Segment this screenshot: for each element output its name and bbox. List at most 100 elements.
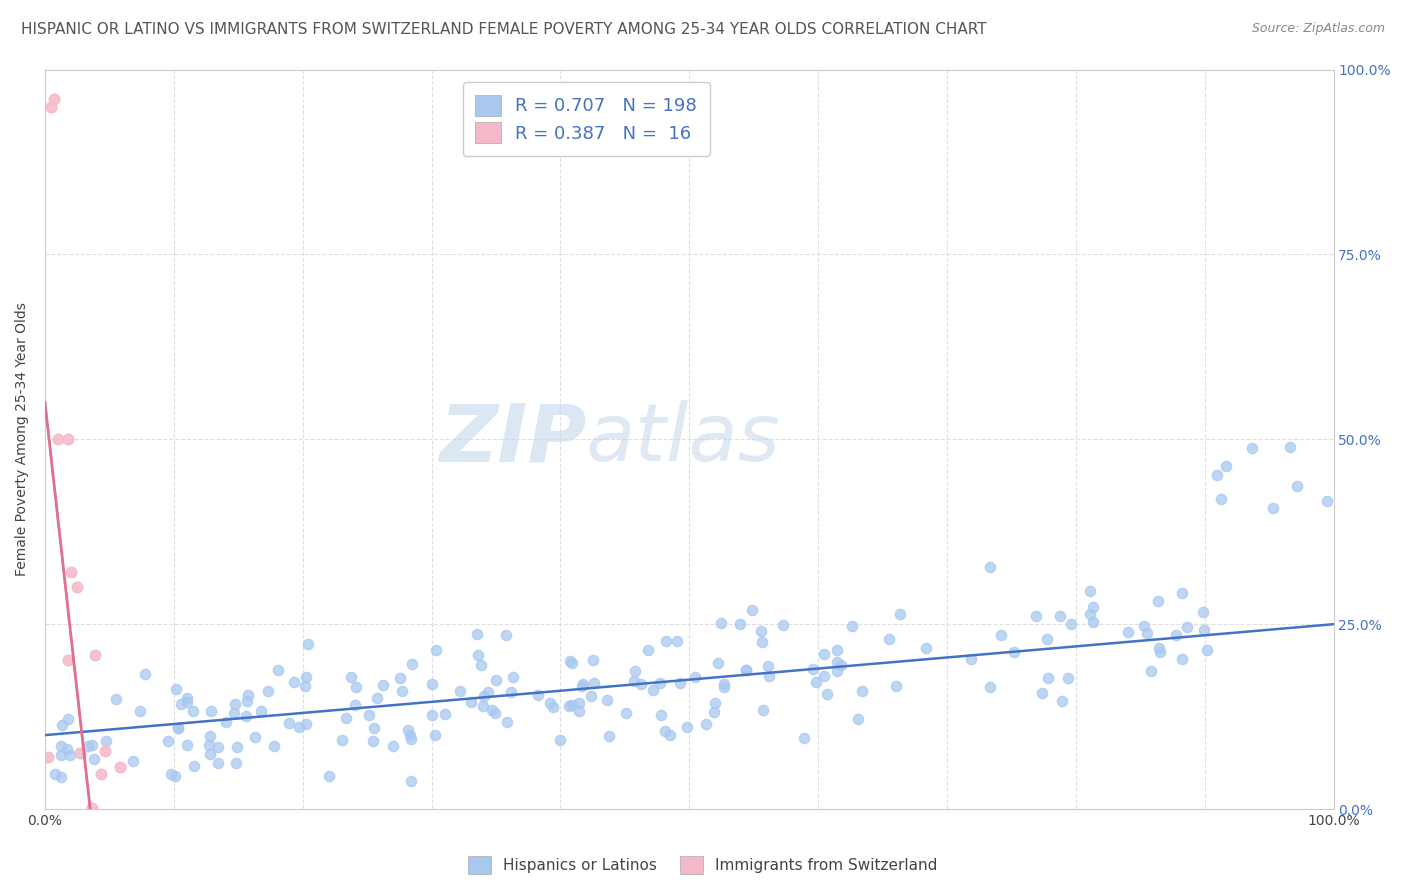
Point	[499, 685, 522, 699]
Y-axis label: Female Poverty Among 25-34 Year Olds: Female Poverty Among 25-34 Year Olds	[15, 302, 30, 576]
Point	[160, 766, 183, 780]
Point	[579, 689, 602, 703]
Point	[388, 671, 411, 685]
Point	[176, 738, 198, 752]
Point	[295, 716, 318, 731]
Point	[801, 662, 824, 676]
Point	[58, 712, 80, 726]
Point	[1171, 652, 1194, 666]
Point	[72, 824, 94, 838]
Point	[391, 683, 413, 698]
Point	[568, 696, 591, 710]
Point	[1036, 672, 1059, 686]
Point	[713, 681, 735, 695]
Point	[176, 695, 198, 709]
Legend: R = 0.707   N = 198, R = 0.387   N =  16: R = 0.707 N = 198, R = 0.387 N = 16	[463, 82, 710, 155]
Point	[44, 767, 66, 781]
Point	[668, 676, 690, 690]
Point	[655, 634, 678, 648]
Point	[236, 688, 259, 702]
Point	[157, 733, 180, 747]
Point	[420, 677, 443, 691]
Point	[59, 566, 82, 580]
Point	[1316, 494, 1339, 508]
Point	[1147, 594, 1170, 608]
Point	[538, 697, 561, 711]
Point	[548, 733, 571, 747]
Point	[94, 744, 117, 758]
Point	[215, 714, 238, 729]
Point	[496, 714, 519, 729]
Point	[183, 758, 205, 772]
Point	[472, 689, 495, 703]
Point	[703, 705, 725, 719]
Point	[399, 727, 422, 741]
Point	[77, 739, 100, 753]
Point	[1116, 624, 1139, 639]
Point	[134, 666, 156, 681]
Point	[1261, 500, 1284, 515]
Point	[165, 769, 187, 783]
Point	[332, 732, 354, 747]
Point	[226, 740, 249, 755]
Point	[741, 603, 763, 617]
Point	[502, 670, 524, 684]
Point	[51, 718, 73, 732]
Point	[813, 648, 835, 662]
Point	[288, 720, 311, 734]
Point	[728, 617, 751, 632]
Point	[813, 669, 835, 683]
Point	[344, 680, 367, 694]
Point	[1209, 491, 1232, 506]
Point	[401, 773, 423, 788]
Point	[889, 607, 911, 622]
Point	[990, 627, 1012, 641]
Point	[526, 688, 548, 702]
Point	[1133, 619, 1156, 633]
Point	[46, 433, 69, 447]
Point	[401, 732, 423, 747]
Point	[263, 739, 285, 753]
Point	[666, 634, 689, 648]
Point	[960, 652, 983, 666]
Point	[318, 769, 340, 783]
Point	[396, 723, 419, 738]
Point	[449, 684, 471, 698]
Point	[277, 715, 299, 730]
Point	[1083, 599, 1105, 614]
Point	[108, 760, 131, 774]
Point	[467, 648, 489, 662]
Point	[82, 739, 104, 753]
Point	[1195, 643, 1218, 657]
Point	[122, 754, 145, 768]
Point	[1192, 605, 1215, 619]
Point	[1206, 467, 1229, 482]
Point	[751, 704, 773, 718]
Point	[361, 734, 384, 748]
Point	[485, 673, 508, 687]
Point	[83, 752, 105, 766]
Point	[1135, 625, 1157, 640]
Point	[181, 704, 204, 718]
Point	[756, 659, 779, 673]
Point	[1083, 615, 1105, 629]
Point	[979, 680, 1001, 694]
Point	[167, 722, 190, 736]
Point	[105, 691, 128, 706]
Point	[90, 766, 112, 780]
Point	[758, 669, 780, 683]
Point	[558, 654, 581, 668]
Point	[235, 709, 257, 723]
Text: ZIP: ZIP	[439, 401, 586, 478]
Point	[654, 724, 676, 739]
Point	[749, 624, 772, 639]
Point	[66, 580, 89, 594]
Point	[624, 664, 647, 678]
Point	[41, 99, 63, 113]
Point	[841, 619, 863, 633]
Point	[1031, 685, 1053, 699]
Text: Source: ZipAtlas.com: Source: ZipAtlas.com	[1251, 22, 1385, 36]
Point	[477, 684, 499, 698]
Point	[571, 676, 593, 690]
Point	[541, 699, 564, 714]
